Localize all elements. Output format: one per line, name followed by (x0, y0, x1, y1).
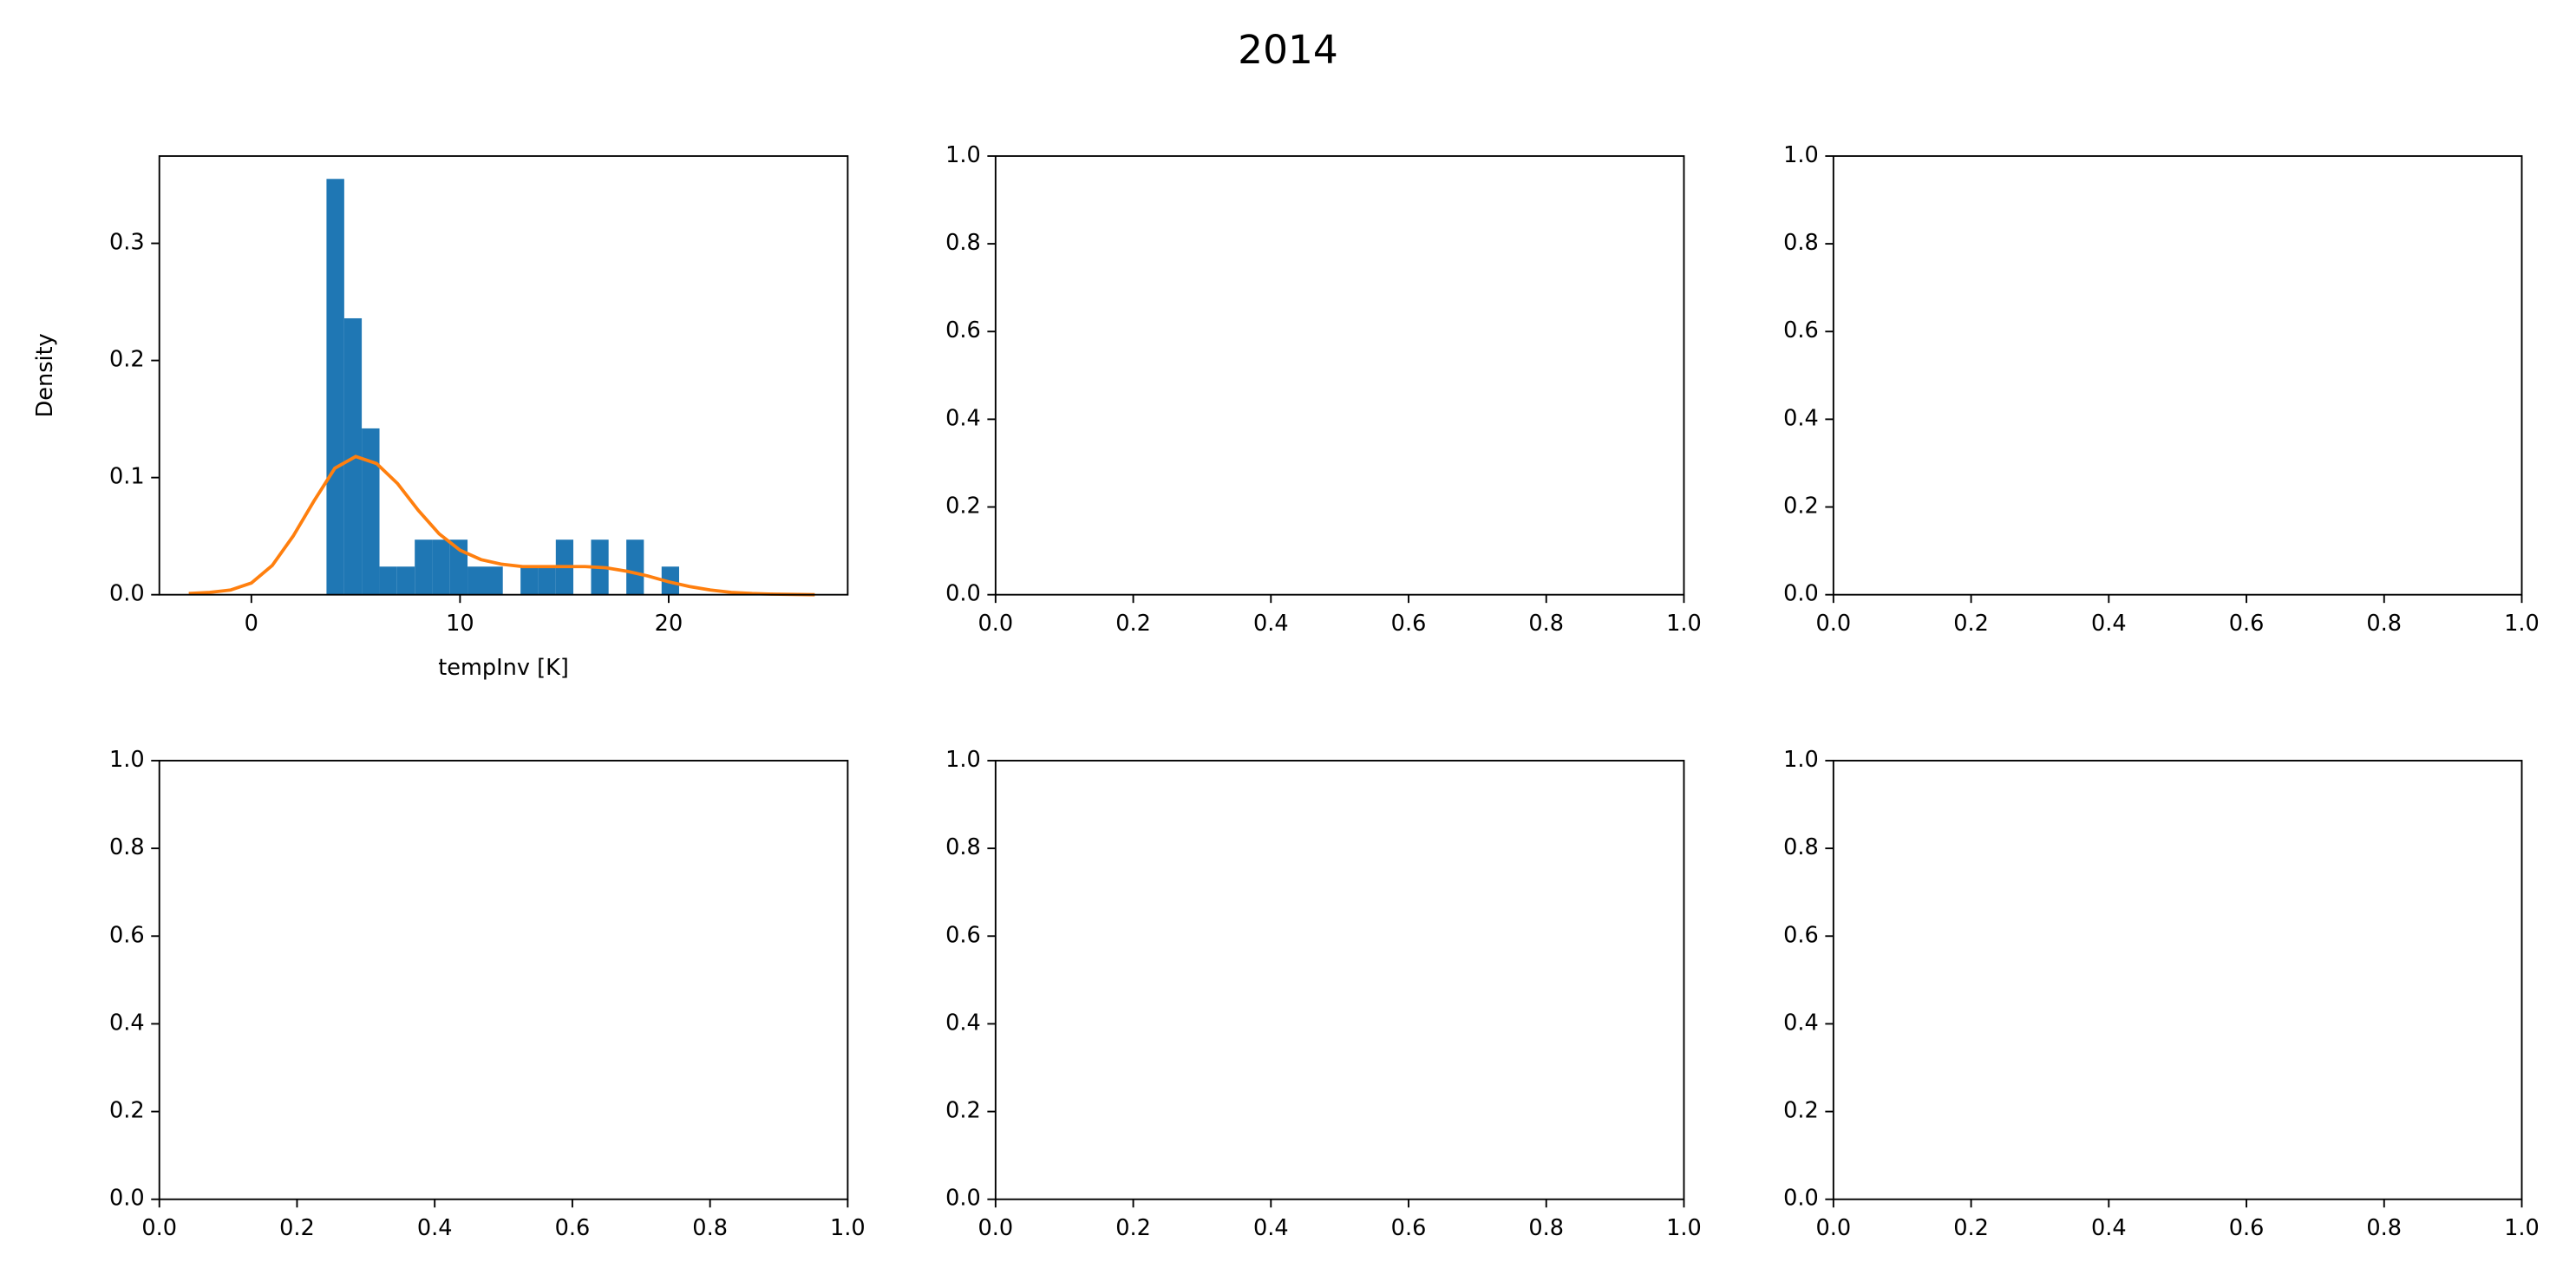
hist-bar (538, 566, 556, 595)
hist-bar (467, 566, 486, 595)
y-tick-label: 1.0 (109, 747, 145, 773)
y-tick-label: 0.0 (1783, 1186, 1819, 1212)
x-tick-label: 1.0 (2504, 1215, 2540, 1241)
x-tick-label: 0.0 (1816, 611, 1852, 637)
y-tick-label: 0.6 (945, 922, 981, 948)
x-tick-label: 0.6 (2229, 1215, 2265, 1241)
x-tick-label: 0.4 (1253, 1215, 1289, 1241)
x-tick-label: 20 (655, 611, 683, 637)
y-tick-label: 0.6 (1783, 922, 1819, 948)
y-tick-label: 0.6 (1783, 317, 1819, 343)
hist-bar (362, 428, 380, 595)
x-tick-label: 0.6 (2229, 611, 2265, 637)
y-tick-label: 0.8 (1783, 834, 1819, 860)
y-tick-label: 1.0 (945, 142, 981, 168)
y-tick-label: 0.1 (109, 464, 145, 490)
y-tick-label: 0.6 (109, 922, 145, 948)
y-tick-label: 0.0 (945, 1186, 981, 1212)
hist-bar (449, 539, 468, 595)
hist-bar (415, 539, 433, 595)
y-tick-label: 0.0 (109, 581, 145, 607)
x-tick-label: 0.2 (279, 1215, 315, 1241)
x-tick-label: 0.8 (692, 1215, 728, 1241)
x-tick-label: 0.4 (1253, 611, 1289, 637)
y-tick-label: 0.8 (945, 834, 981, 860)
x-tick-label: 1.0 (1666, 611, 1702, 637)
y-tick-label: 0.2 (1783, 494, 1819, 520)
x-tick-label: 0.6 (555, 1215, 591, 1241)
x-tick-label: 0.2 (1115, 611, 1151, 637)
x-tick-label: 0.6 (1391, 1215, 1427, 1241)
axes-frame (1832, 760, 2523, 1200)
axes-frame (158, 154, 849, 596)
x-axis-label: tempInv [K] (438, 655, 569, 681)
x-tick-label: 1.0 (1666, 1215, 1702, 1241)
x-tick-label: 0.8 (2366, 1215, 2402, 1241)
hist-bar (326, 179, 344, 595)
x-tick-label: 0.2 (1953, 1215, 1989, 1241)
x-tick-label: 0.2 (1115, 1215, 1151, 1241)
y-axis-label: Density (32, 333, 58, 417)
subplot: 0.0 0.2 0.4 0.6 0.8 1.0 0.0 0.2 0.4 0.6 0.8 1.0 (945, 142, 1702, 637)
y-tick-label: 0.2 (945, 1098, 981, 1124)
hist-bar (379, 566, 397, 595)
x-tick-label: 0.0 (141, 1215, 177, 1241)
kde-line (188, 454, 815, 597)
y-tick-label: 0.2 (945, 494, 981, 520)
y-tick-label: 0.8 (945, 230, 981, 256)
x-tick-label: 0.0 (1816, 1215, 1852, 1241)
x-tick-label: 1.0 (830, 1215, 866, 1241)
y-tick-label: 0.4 (945, 405, 981, 431)
y-tick-label: 0.4 (1783, 1010, 1819, 1036)
x-tick-label: 1.0 (2504, 611, 2540, 637)
y-tick-label: 0.8 (109, 834, 145, 860)
y-tick-label: 0.2 (109, 1098, 145, 1124)
hist-bar (432, 539, 450, 595)
x-tick-label: 0.0 (978, 611, 1014, 637)
x-tick-label: 10 (446, 611, 474, 637)
hist-bar (626, 539, 644, 595)
subplot: 0 10 20 0.0 0.1 0.2 0.3 tempInv [K] Density (32, 154, 849, 681)
x-tick-label: 0.4 (2091, 1215, 2127, 1241)
x-tick-label: 0.0 (978, 1215, 1014, 1241)
axes-frame (994, 760, 1685, 1200)
y-tick-label: 0.0 (109, 1186, 145, 1212)
x-tick-label: 0.8 (1528, 611, 1564, 637)
x-tick-label: 0.4 (2091, 611, 2127, 637)
axes-frame (994, 154, 1685, 596)
x-tick-label: 0.4 (417, 1215, 453, 1241)
hist-bar (520, 566, 539, 595)
y-tick-label: 0.0 (945, 581, 981, 607)
y-tick-label: 1.0 (1783, 747, 1819, 773)
y-tick-label: 0.2 (1783, 1098, 1819, 1124)
y-tick-label: 1.0 (945, 747, 981, 773)
x-tick-label: 0.8 (1528, 1215, 1564, 1241)
y-tick-label: 0.0 (1783, 581, 1819, 607)
y-tick-label: 0.2 (109, 347, 145, 373)
y-tick-label: 0.4 (109, 1010, 145, 1036)
axes-frame (158, 760, 849, 1200)
subplot: 0.0 0.2 0.4 0.6 0.8 1.0 0.0 0.2 0.4 0.6 0.8 1.0 (109, 747, 866, 1241)
axes-frame (1832, 154, 2523, 596)
subplot: 0.0 0.2 0.4 0.6 0.8 1.0 0.0 0.2 0.4 0.6 0.8 1.0 (1783, 747, 2540, 1241)
subplot: 0.0 0.2 0.4 0.6 0.8 1.0 0.0 0.2 0.4 0.6 0.8 1.0 (1783, 142, 2540, 637)
hist-bar (396, 566, 415, 595)
y-tick-label: 0.8 (1783, 230, 1819, 256)
y-tick-label: 0.3 (109, 230, 145, 256)
y-tick-label: 0.4 (1783, 405, 1819, 431)
y-tick-label: 0.6 (945, 317, 981, 343)
x-tick-label: 0.8 (2366, 611, 2402, 637)
figure-title: 2014 (1238, 27, 1338, 73)
y-tick-label: 0.4 (945, 1010, 981, 1036)
x-tick-label: 0 (245, 611, 258, 637)
x-tick-label: 0.6 (1391, 611, 1427, 637)
x-tick-label: 0.2 (1953, 611, 1989, 637)
hist-bar (485, 566, 503, 595)
subplot: 0.0 0.2 0.4 0.6 0.8 1.0 0.0 0.2 0.4 0.6 0.8 1.0 (945, 747, 1702, 1241)
y-tick-label: 1.0 (1783, 142, 1819, 168)
